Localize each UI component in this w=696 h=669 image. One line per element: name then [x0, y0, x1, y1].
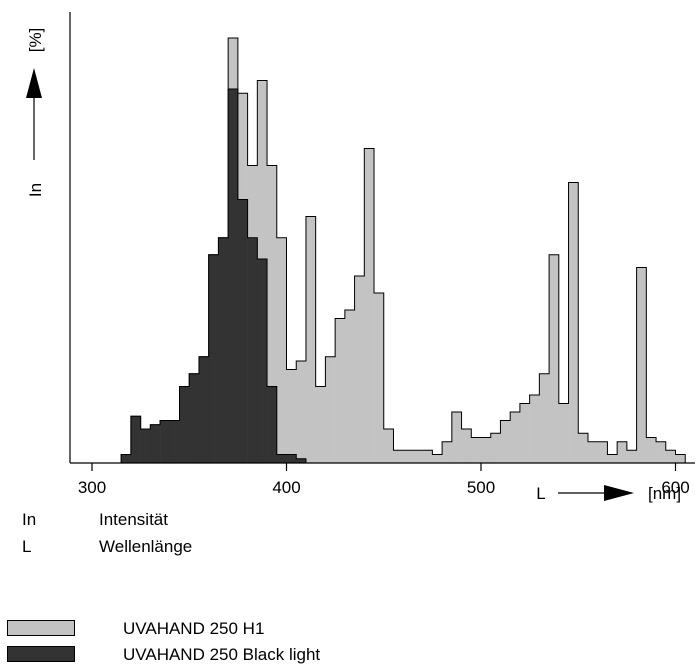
h1-bar [529, 395, 540, 463]
h1-bar [432, 454, 443, 463]
black-light-bar [228, 89, 239, 463]
black-light-bar [296, 458, 307, 463]
h1-bar [568, 182, 579, 463]
h1-bar [471, 437, 482, 463]
h1-bar [578, 433, 589, 463]
x-tick-label: 400 [272, 478, 300, 497]
black-light-bar [121, 454, 132, 463]
h1-bar [636, 267, 647, 463]
h1-bar [393, 450, 404, 463]
symbol-in-meaning: Intensität [99, 510, 168, 529]
black-light-bar [267, 386, 278, 463]
h1-bar [315, 386, 326, 463]
legend-swatch-h1 [7, 620, 75, 636]
h1-bar [344, 310, 355, 463]
h1-bar [374, 293, 385, 463]
y-axis-unit: [%] [26, 28, 45, 53]
h1-bar [451, 412, 462, 463]
legend-label-black-light: UVAHAND 250 Black light [123, 645, 321, 664]
h1-bar [325, 356, 336, 463]
h1-bar [519, 403, 530, 463]
black-light-bar [286, 454, 297, 463]
h1-bar [617, 441, 628, 463]
x-tick-label: 600 [661, 478, 689, 497]
h1-bar [675, 454, 686, 463]
h1-bar [442, 441, 453, 463]
series-uvahand-black-light [120, 88, 686, 464]
h1-bar [354, 276, 365, 463]
h1-bar [481, 437, 492, 463]
h1-bar [364, 148, 375, 463]
h1-bar [626, 450, 637, 463]
h1-bar [549, 254, 560, 463]
h1-bar [539, 373, 550, 463]
x-axis-unit: [nm] [648, 484, 681, 503]
h1-bar [403, 450, 414, 463]
h1-bar [461, 429, 472, 463]
h1-bar [490, 433, 501, 463]
legend-swatch-black-light [7, 646, 75, 662]
h1-bar [587, 441, 599, 463]
h1-bar [286, 369, 297, 463]
black-light-bar [237, 199, 248, 463]
x-ticks: 300 400 500 600 [78, 463, 690, 497]
x-axis-arrow-head [604, 485, 634, 501]
x-tick-label: 500 [467, 478, 495, 497]
h1-bar [607, 454, 618, 463]
h1-bar [267, 165, 278, 463]
h1-bar [276, 237, 287, 463]
h1-bar [383, 429, 394, 463]
black-light-bar [198, 356, 209, 463]
h1-bar [558, 403, 569, 463]
symbol-l: L [22, 537, 32, 556]
legend-item-black-light: UVAHAND 250 Black light [7, 645, 607, 665]
black-light-bar [257, 259, 268, 463]
y-axis-symbol: In [26, 183, 45, 197]
black-light-bar [169, 420, 180, 463]
black-light-bar [160, 420, 171, 463]
h1-bar [510, 412, 521, 463]
legend-item-h1: UVAHAND 250 H1 [7, 619, 607, 639]
h1-bar [665, 450, 676, 463]
legend-label-h1: UVAHAND 250 H1 [123, 619, 265, 638]
symbol-l-meaning: Wellenlänge [99, 537, 193, 556]
h1-bar [646, 437, 657, 463]
h1-bar [305, 216, 316, 463]
h1-bar [296, 361, 307, 463]
h1-bar [656, 441, 667, 463]
black-light-bar [208, 254, 219, 463]
black-light-bar [179, 386, 190, 463]
black-light-bar [218, 237, 229, 463]
h1-bar [597, 441, 608, 463]
black-light-bar [189, 373, 200, 463]
black-light-bar [140, 429, 151, 463]
h1-bar [335, 318, 346, 463]
x-axis-symbol: L [536, 484, 545, 503]
h1-bar [422, 450, 433, 463]
symbol-in: In [22, 510, 37, 529]
black-light-bar [150, 424, 161, 463]
y-axis-arrow-head [26, 68, 42, 98]
black-light-bar [130, 416, 141, 463]
black-light-bar [276, 454, 287, 463]
h1-bar [412, 450, 423, 463]
x-tick-label: 300 [78, 478, 106, 497]
h1-bar [500, 420, 511, 463]
black-light-bar [247, 237, 258, 463]
